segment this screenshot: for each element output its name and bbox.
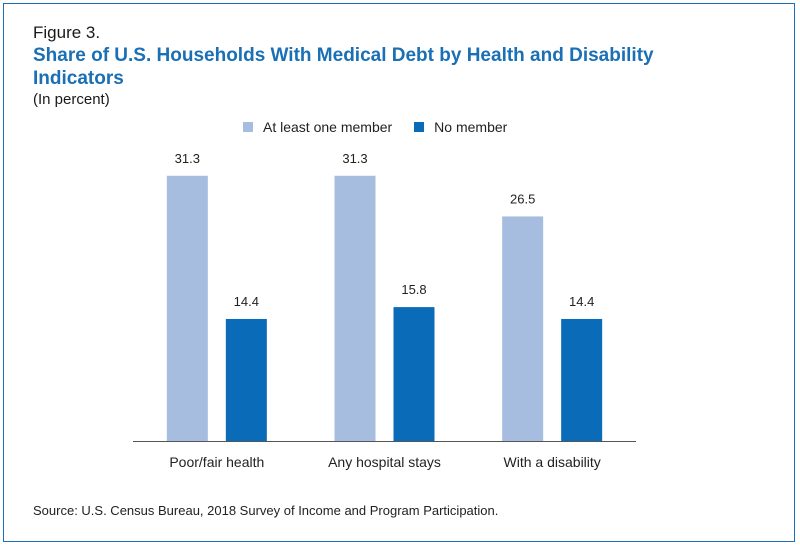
chart-subtitle: (In percent) (33, 91, 110, 108)
x-tick-label-poor-fair-health: Poor/fair health (169, 454, 264, 470)
x-tick-label-with-a-disability: With a disability (504, 454, 601, 470)
legend-item-no-member: No member (414, 119, 507, 135)
bar-with-a-disability-at-least-one-member (502, 216, 544, 441)
data-label-with-a-disability-at-least-one-member: 26.5 (510, 191, 535, 206)
chart-legend: At least one member No member (243, 119, 529, 135)
data-label-poor-fair-health-at-least-one-member: 31.3 (175, 151, 200, 166)
data-label-any-hospital-stays-no-member: 15.8 (401, 282, 426, 297)
bar-any-hospital-stays-no-member (393, 307, 435, 441)
data-label-any-hospital-stays-at-least-one-member: 31.3 (342, 151, 367, 166)
data-label-with-a-disability-no-member: 14.4 (569, 294, 594, 309)
source-note: Source: U.S. Census Bureau, 2018 Survey … (33, 503, 499, 518)
x-tick-label-any-hospital-stays: Any hospital stays (328, 454, 441, 470)
figure-frame (3, 3, 795, 542)
bar-any-hospital-stays-at-least-one-member (334, 175, 376, 441)
legend-item-at-least-one-member: At least one member (243, 119, 392, 135)
data-label-poor-fair-health-no-member: 14.4 (234, 294, 259, 309)
legend-swatch-no-member (414, 122, 425, 132)
chart-title: Share of U.S. Households With Medical De… (33, 45, 654, 89)
legend-swatch-at-least-one-member (243, 122, 253, 132)
bar-poor-fair-health-no-member (225, 318, 267, 441)
legend-label-at-least-one-member: At least one member (263, 119, 393, 135)
bar-poor-fair-health-at-least-one-member (166, 175, 208, 441)
bar-with-a-disability-no-member (561, 318, 603, 441)
legend-label-no-member: No member (434, 119, 508, 135)
figure-label: Figure 3. (33, 23, 101, 42)
